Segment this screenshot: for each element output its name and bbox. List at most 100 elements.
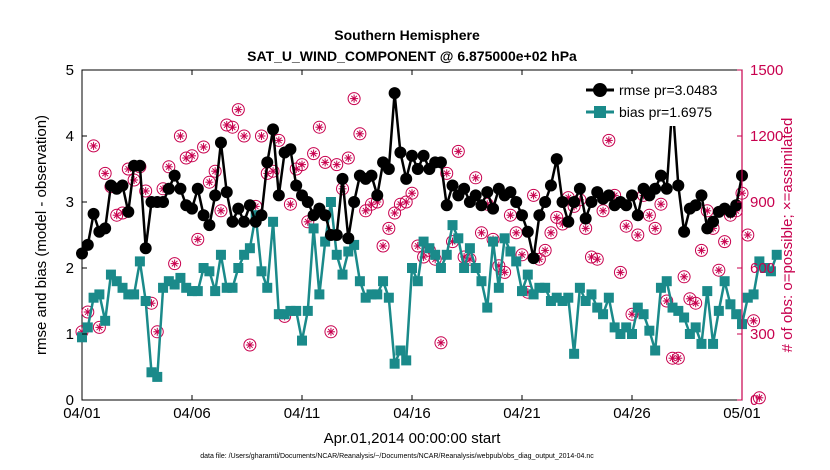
rmse-point (261, 156, 274, 169)
bias-point (638, 309, 649, 320)
rmse-point (620, 199, 633, 212)
obs-point (654, 197, 668, 211)
y-right-tick-label: 900 (750, 194, 775, 211)
rmse-point (510, 196, 523, 208)
rmse-point (388, 87, 401, 100)
rmse-point (267, 123, 280, 136)
obs-point (168, 257, 182, 271)
rmse-point (186, 202, 198, 215)
legend-rmse-marker (593, 83, 607, 97)
bias-point (314, 289, 325, 300)
legend-bias-marker (594, 106, 606, 118)
y-right-tick-label: 0 (750, 392, 758, 409)
bias-point (140, 296, 151, 306)
bias-point (215, 249, 226, 260)
obs-point (544, 226, 558, 240)
bias-point (557, 296, 568, 306)
bias-point (192, 286, 203, 297)
bias-point (771, 249, 782, 260)
y-left-tick-label: 5 (66, 62, 74, 79)
obs-point (747, 314, 761, 328)
rmse-point (417, 149, 430, 162)
bias-point (476, 276, 487, 287)
x-tick-label: 05/01 (723, 405, 761, 422)
rmse-point (544, 179, 557, 192)
bias-point (175, 272, 186, 283)
bias-point (418, 236, 429, 247)
bias-point (713, 305, 724, 316)
bias-point (123, 289, 134, 300)
rmse-point (631, 209, 644, 222)
rmse-point (226, 215, 239, 228)
rmse-point (336, 172, 349, 185)
rmse-point (342, 232, 355, 245)
bias-point (297, 335, 307, 346)
bias-point (105, 269, 116, 280)
x-tick-label: 04/16 (393, 405, 431, 422)
bias-point (302, 305, 313, 316)
bias-point (320, 236, 331, 247)
bias-point (360, 292, 371, 303)
obs-point (469, 171, 483, 185)
rmse-point (365, 169, 378, 182)
rmse-point (649, 182, 662, 195)
x-tick-label: 04/26 (613, 405, 651, 422)
rmse-point (139, 242, 152, 255)
chart-title-line1: Southern Hemisphere (334, 27, 480, 43)
obs-point (642, 208, 656, 222)
y-axis-left: 0 1 2 3 4 5 (66, 62, 87, 409)
rmse-point (556, 196, 569, 208)
bias-point (291, 305, 302, 316)
obs-point (324, 325, 338, 339)
rmse-point (81, 238, 94, 251)
x-axis-label: Apr.01,2014 00:00:00 start (324, 430, 502, 447)
obs-point (92, 320, 106, 334)
bias-point (632, 302, 643, 313)
x-tick-label: 04/01 (63, 405, 101, 422)
bias-point (534, 282, 545, 293)
rmse-point (411, 163, 424, 175)
bias-point (146, 367, 157, 378)
bias-point (308, 223, 319, 234)
bias-point (82, 322, 93, 333)
bias-point (273, 309, 284, 320)
bias-point (586, 289, 597, 300)
obs-point (191, 232, 205, 246)
rmse-point (573, 182, 586, 195)
bias-point (435, 263, 446, 273)
bias-point (511, 256, 522, 267)
rmse-point (382, 163, 395, 175)
obs-point (237, 129, 251, 143)
bias-point (134, 256, 145, 267)
rmse-point (162, 182, 175, 195)
bias-point (256, 266, 267, 277)
obs-point (718, 235, 732, 249)
rmse-point (585, 196, 598, 208)
rmse-point (533, 209, 546, 222)
rmse-point (232, 202, 245, 215)
bias-point (117, 282, 128, 293)
bias-point (395, 345, 406, 356)
obs-point (619, 219, 633, 233)
rmse-point (191, 182, 204, 195)
rmse-point (203, 219, 216, 232)
y-left-tick-label: 3 (66, 194, 74, 211)
bias-point (603, 292, 614, 303)
bias-point (412, 276, 423, 287)
rmse-point (469, 189, 482, 202)
rmse-point (562, 215, 575, 228)
rmse-point (475, 199, 488, 212)
bias-point (268, 216, 279, 227)
rmse-point (539, 196, 552, 208)
rmse-point (654, 169, 667, 182)
bias-point (493, 282, 504, 293)
bias-point (343, 246, 354, 257)
obs-point (173, 129, 187, 143)
y-left-tick-label: 2 (66, 260, 74, 277)
bias-point (152, 371, 163, 382)
obs-point (254, 129, 268, 143)
bias-point (204, 266, 215, 277)
rmse-point (707, 215, 720, 228)
y-right-tick-label: 300 (750, 326, 775, 343)
obs-point (631, 228, 645, 242)
